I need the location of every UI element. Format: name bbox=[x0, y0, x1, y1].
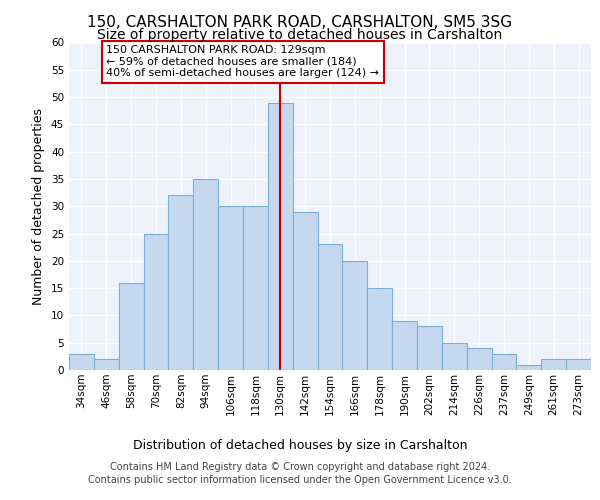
Bar bbox=[119, 282, 143, 370]
Bar bbox=[367, 288, 392, 370]
Text: Contains public sector information licensed under the Open Government Licence v3: Contains public sector information licen… bbox=[88, 475, 512, 485]
Bar bbox=[442, 342, 467, 370]
Text: Size of property relative to detached houses in Carshalton: Size of property relative to detached ho… bbox=[97, 28, 503, 42]
Bar bbox=[243, 206, 268, 370]
Bar bbox=[94, 359, 119, 370]
Text: 150, CARSHALTON PARK ROAD, CARSHALTON, SM5 3SG: 150, CARSHALTON PARK ROAD, CARSHALTON, S… bbox=[88, 15, 512, 30]
Text: Contains HM Land Registry data © Crown copyright and database right 2024.: Contains HM Land Registry data © Crown c… bbox=[110, 462, 490, 472]
Bar bbox=[417, 326, 442, 370]
Bar bbox=[467, 348, 491, 370]
Text: Distribution of detached houses by size in Carshalton: Distribution of detached houses by size … bbox=[133, 440, 467, 452]
Bar bbox=[517, 364, 541, 370]
Bar bbox=[317, 244, 343, 370]
Bar bbox=[193, 179, 218, 370]
Bar bbox=[293, 212, 317, 370]
Bar bbox=[268, 102, 293, 370]
Y-axis label: Number of detached properties: Number of detached properties bbox=[32, 108, 46, 304]
Bar bbox=[169, 196, 193, 370]
Bar bbox=[218, 206, 243, 370]
Bar bbox=[392, 321, 417, 370]
Bar bbox=[143, 234, 169, 370]
Bar bbox=[491, 354, 517, 370]
Bar bbox=[541, 359, 566, 370]
Bar bbox=[69, 354, 94, 370]
Text: 150 CARSHALTON PARK ROAD: 129sqm
← 59% of detached houses are smaller (184)
40% : 150 CARSHALTON PARK ROAD: 129sqm ← 59% o… bbox=[106, 45, 379, 78]
Bar bbox=[343, 261, 367, 370]
Bar bbox=[566, 359, 591, 370]
